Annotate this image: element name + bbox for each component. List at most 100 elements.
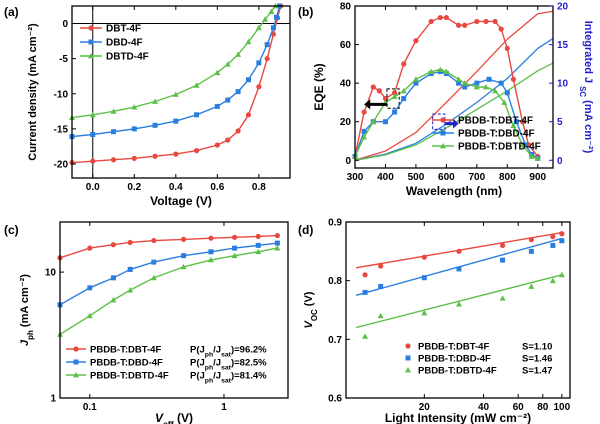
y2-axis-label: Integrated J SC (mA cm⁻²) (579, 21, 595, 154)
y-tick-label: 0.8 (328, 276, 342, 287)
legend-marker (440, 143, 446, 149)
data-point-pbdb-t-dbt-4f (180, 236, 187, 242)
legend-marker (73, 346, 79, 352)
data-point-pbdb-t-dbt-4f (421, 254, 427, 260)
data-point-pbdb-t-dbtd-4f (443, 68, 450, 74)
legend-label: PBDB-T:DBD-4F (418, 354, 491, 365)
legend-label: PBDB-T:DBD-4F (458, 129, 535, 140)
data-point-dbt-4f (214, 142, 220, 148)
data-point-pbdb-t-dbtd-4f (473, 84, 480, 90)
data-point-pbdb-t-dbt-4f (428, 18, 434, 25)
data-point-pbdb-t-dbtd-4f (482, 84, 489, 90)
integrated-line-pbdb-t-dbt-4f (354, 10, 554, 161)
legend-marker (440, 117, 446, 123)
data-point-pbdb-t-dbd-4f (456, 80, 462, 86)
data-point-pbdb-t-dbt-4f (519, 119, 526, 125)
data-point-pbdb-t-dbd-4f (498, 80, 504, 86)
data-point-pbdb-t-dbtd-4f (207, 256, 214, 263)
x-tick-label: 0.1 (83, 402, 97, 413)
y-tick-label: 0.6 (328, 394, 342, 405)
x-tick-label: 500 (408, 172, 425, 183)
data-point-pbdb-t-dbtd-4f (362, 333, 369, 339)
data-point-pbdb-t-dbt-4f (528, 237, 534, 243)
legend-ratio-label: P(Jph/Jsat)=82.5% (190, 358, 267, 372)
data-point-pbdb-t-dbt-4f (208, 235, 214, 241)
panel-label: (b) (298, 5, 313, 19)
data-point-pbdb-t-dbd-4f (361, 128, 367, 134)
data-point-pbdb-t-dbt-4f (87, 245, 93, 251)
x-tick-label: 900 (529, 172, 546, 183)
x-tick-label: 800 (499, 172, 516, 183)
data-point-pbdb-t-dbtd-4f (421, 309, 428, 316)
data-point-dbtd-4f (255, 24, 262, 31)
data-point-pbdb-t-dbt-4f (274, 232, 280, 239)
data-point-dbd-4f (90, 131, 96, 137)
data-point-pbdb-t-dbt-4f (443, 14, 449, 21)
data-point-pbdb-t-dbtd-4f (274, 245, 281, 251)
legend: DBT-4F DBD-4F DBTD-4F (80, 24, 149, 63)
data-point-dbtd-4f (131, 104, 138, 110)
legend-label: PBDB-T:DBD-4F (90, 358, 163, 369)
data-point-dbd-4f (245, 77, 251, 83)
data-point-dbt-4f (110, 157, 117, 163)
data-point-dbd-4f (131, 126, 137, 132)
data-point-dbd-4f (235, 89, 241, 95)
x-tick-label: 40 (478, 402, 490, 413)
x-tick-label: 100 (554, 402, 571, 413)
data-point-pbdb-t-dbtd-4f (499, 295, 506, 301)
x-tick-label: 0.0 (86, 182, 100, 193)
legend-slope-label: S=1.10 (522, 342, 552, 353)
y-tick-label: -10 (54, 89, 69, 100)
data-point-pbdb-t-dbd-4f (474, 80, 480, 86)
data-point-pbdb-t-dbd-4f (255, 242, 261, 248)
data-point-pbdb-t-dbd-4f (523, 142, 529, 148)
data-point-dbt-4f (152, 153, 158, 159)
data-point-dbtd-4f (245, 38, 252, 45)
data-point-pbdb-t-dbtd-4f (534, 155, 541, 161)
data-point-pbdb-t-dbt-4f (504, 45, 510, 52)
data-point-pbdb-t-dbt-4f (361, 109, 367, 115)
data-point-pbdb-t-dbtd-4f (437, 66, 444, 73)
data-point-dbtd-4f (89, 111, 96, 118)
data-point-dbt-4f (173, 151, 179, 157)
x-tick-label: 20 (419, 402, 431, 413)
data-point-dbt-4f (225, 137, 231, 143)
data-point-dbtd-4f (110, 108, 117, 114)
data-point-pbdb-t-dbd-4f (504, 90, 510, 96)
x-tick-label: 700 (469, 172, 486, 183)
data-point-dbt-4f (90, 158, 96, 164)
data-point-pbdb-t-dbd-4f (382, 119, 388, 125)
data-point-pbdb-t-dbt-4f (231, 234, 238, 240)
data-point-pbdb-t-dbd-4f (127, 266, 133, 272)
data-point-dbtd-4f (262, 16, 269, 22)
data-point-dbt-4f (264, 56, 270, 62)
legend-marker (405, 355, 411, 361)
legend-slope-label: S=1.46 (522, 354, 552, 365)
data-point-pbdb-t-dbd-4f (513, 119, 519, 125)
data-point-pbdb-t-dbt-4f (362, 272, 368, 278)
data-point-pbdb-t-dbd-4f (500, 257, 506, 263)
data-point-pbdb-t-dbd-4f (456, 266, 462, 272)
data-point-pbdb-t-dbtd-4f (127, 287, 134, 293)
callout-box-right (432, 113, 446, 130)
legend: PBDB-T:DBT-4F S=1.10 PBDB-T:DBD-4F S=1.46 PB… (405, 342, 552, 377)
data-point-dbt-4f (131, 155, 137, 161)
data-point-dbtd-4f (152, 98, 159, 104)
legend-marker (88, 25, 94, 31)
data-point-pbdb-t-dbd-4f (87, 285, 93, 291)
y-tick-label: 60 (340, 40, 352, 51)
eqe-line-pbdb-t-dbt-4f (354, 16, 539, 157)
legend-label: DBD-4F (106, 38, 143, 49)
data-point-dbt-4f (235, 128, 241, 134)
data-point-pbdb-t-dbd-4f (401, 96, 407, 102)
y2-tick-label: 15 (557, 40, 569, 51)
legend-slope-label: S=1.47 (522, 366, 552, 377)
data-point-pbdb-t-dbd-4f (550, 242, 556, 248)
data-point-pbdb-t-dbtd-4f (501, 99, 508, 105)
y-tick-label: 20 (340, 117, 352, 128)
fit-line-pbdb-t-dbtd-4f (59, 247, 278, 335)
x-tick-label: 0.8 (252, 182, 266, 193)
x-tick-label: 0.2 (127, 182, 141, 193)
y-axis-label: EQE (%) (312, 63, 326, 110)
legend-label: PBDB-T:DBT-4F (418, 342, 489, 353)
